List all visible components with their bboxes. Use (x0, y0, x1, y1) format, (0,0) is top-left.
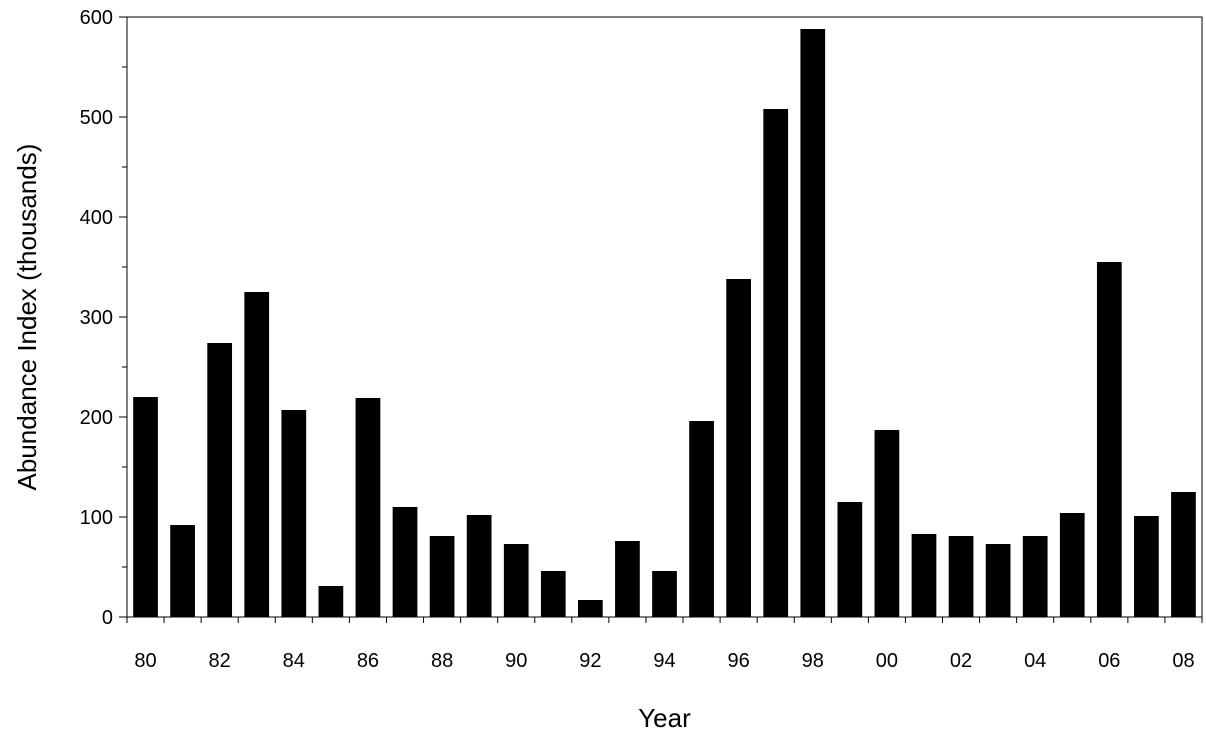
x-axis: 80 82 84 86 88 90 92 94 96 98 00 02 04 06 08 (126, 617, 1203, 672)
bar-92 (577, 600, 603, 617)
x-tick-label: 94 (653, 650, 675, 672)
bar-02 (948, 536, 974, 617)
bar-85 (318, 586, 344, 617)
bar-97 (763, 109, 789, 617)
bar-91 (540, 571, 566, 617)
bar-87 (392, 507, 418, 617)
bar-08 (1171, 492, 1196, 617)
bar-01 (911, 534, 937, 617)
y-tick-label: 0 (102, 607, 113, 629)
bar-06 (1096, 262, 1122, 617)
bars (133, 29, 1196, 617)
x-tick-label: 88 (431, 650, 453, 672)
y-tick-label: 500 (80, 107, 113, 129)
x-tick-label: 06 (1098, 650, 1120, 672)
y-tick-label: 200 (80, 407, 113, 429)
bar-98 (800, 29, 826, 617)
y-axis-title: Abundance Index (thousands) (12, 144, 42, 491)
bar-90 (503, 544, 529, 617)
bar-95 (689, 421, 714, 617)
y-axis: 0 100 200 300 400 500 600 (80, 7, 127, 629)
y-tick-label: 600 (80, 7, 113, 29)
bar-86 (355, 398, 381, 617)
bar-80 (133, 397, 158, 617)
bar-96 (726, 279, 752, 617)
bar-99 (837, 502, 863, 617)
bar-82 (207, 343, 233, 617)
x-axis-title: Year (638, 703, 691, 731)
bar-93 (615, 541, 640, 617)
x-tick-label: 92 (579, 650, 601, 672)
x-tick-label: 96 (728, 650, 750, 672)
x-tick-label: 84 (283, 650, 305, 672)
bar-83 (244, 292, 270, 617)
bar-05 (1059, 513, 1085, 617)
x-tick-label: 00 (876, 650, 898, 672)
x-tick-label: 86 (357, 650, 379, 672)
y-tick-label: 100 (80, 507, 113, 529)
bar-00 (874, 430, 900, 617)
y-tick-label: 300 (80, 307, 113, 329)
bar-94 (652, 571, 677, 617)
x-tick-label: 80 (134, 650, 156, 672)
x-tick-label: 82 (209, 650, 231, 672)
x-tick-label: 98 (802, 650, 824, 672)
x-tick-label: 02 (950, 650, 972, 672)
bar-89 (466, 515, 492, 617)
bar-84 (281, 410, 307, 617)
x-tick-label: 90 (505, 650, 527, 672)
bar-88 (429, 536, 455, 617)
x-tick-label: 08 (1172, 650, 1194, 672)
bar-07 (1134, 516, 1159, 617)
bar-04 (1022, 536, 1048, 617)
x-tick-label: 04 (1024, 650, 1046, 672)
bar-03 (985, 544, 1011, 617)
y-tick-label: 400 (80, 207, 113, 229)
bar-81 (170, 525, 195, 617)
